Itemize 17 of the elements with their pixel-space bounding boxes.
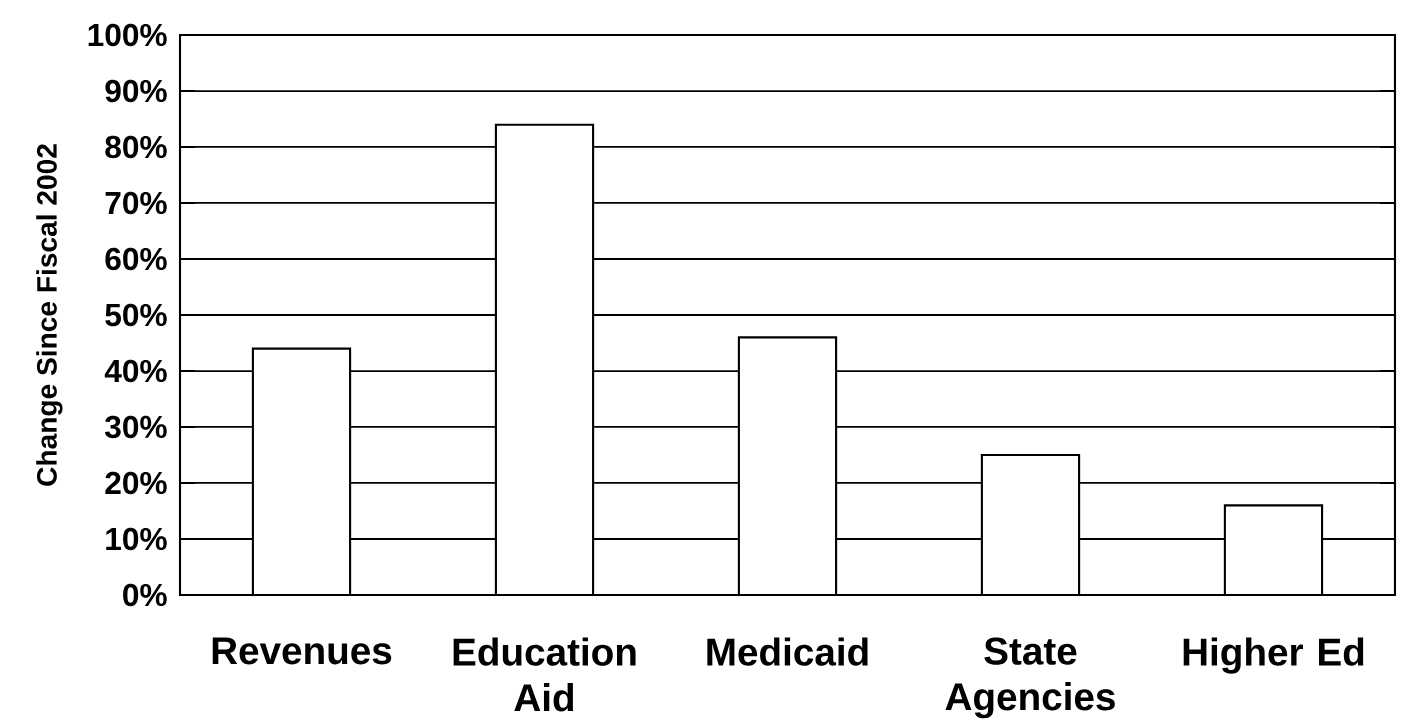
y-axis-title: Change Since Fiscal 2002 — [36, 144, 63, 486]
y-tick-label: 100% — [88, 23, 167, 47]
x-tick-label: Higher Ed — [1183, 637, 1364, 674]
y-tick-label: 30% — [104, 415, 167, 439]
x-tick-label: Medicaid — [707, 637, 868, 666]
y-tick-label: 0% — [123, 583, 167, 607]
x-tick-label: Education Aid — [453, 637, 636, 712]
y-tick-label: 90% — [105, 79, 167, 103]
y-tick-label: 40% — [104, 359, 167, 383]
y-tick-label: 80% — [105, 135, 167, 159]
y-tick-label: 70% — [105, 191, 167, 215]
y-tick-label: 10% — [106, 527, 167, 551]
x-tick-label: State Agencies — [945, 637, 1115, 719]
y-tick-label: 50% — [105, 303, 167, 327]
y-tick-label: 60% — [105, 247, 167, 271]
x-tick-label: Revenues — [212, 637, 392, 665]
y-tick-label: 20% — [105, 471, 167, 495]
